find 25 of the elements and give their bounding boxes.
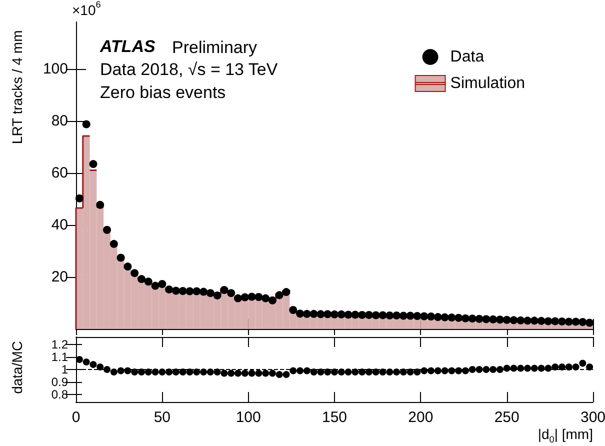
- y-tick-label: 20: [51, 268, 68, 286]
- x-tick-label: 300: [580, 409, 605, 426]
- y-tick-label: 1: [61, 362, 68, 376]
- y-tick-label: 100: [42, 60, 68, 78]
- y-axis-title: data/MC: [9, 340, 25, 394]
- x-tick-label: 100: [236, 409, 261, 426]
- annotation: Zero bias events: [100, 83, 226, 102]
- x-tick-label: 150: [322, 409, 348, 426]
- y-tick-label: 0.8: [51, 388, 68, 402]
- y-tick-label: 80: [51, 112, 68, 130]
- y-tick-label: 1.2: [51, 338, 68, 352]
- y-tick-label: 1.1: [51, 350, 68, 364]
- y-tick-label: 40: [51, 216, 68, 234]
- y-axis-title: LRT tracks / 4 mm: [9, 30, 25, 144]
- x-tick-label: 250: [494, 409, 520, 426]
- legend-label: Data: [450, 48, 484, 66]
- annotation: Data 2018, √s = 13 TeV: [100, 60, 278, 79]
- x-tick-label: 50: [154, 409, 171, 426]
- annotation: Preliminary: [172, 38, 258, 57]
- y-tick-label: 60: [51, 164, 68, 182]
- y-tick-label: 0.9: [51, 375, 68, 389]
- x-tick-label: 0: [72, 409, 80, 426]
- x-tick-label: 200: [408, 409, 434, 426]
- legend-label: Simulation: [450, 75, 525, 92]
- annotation: ATLAS: [99, 37, 156, 56]
